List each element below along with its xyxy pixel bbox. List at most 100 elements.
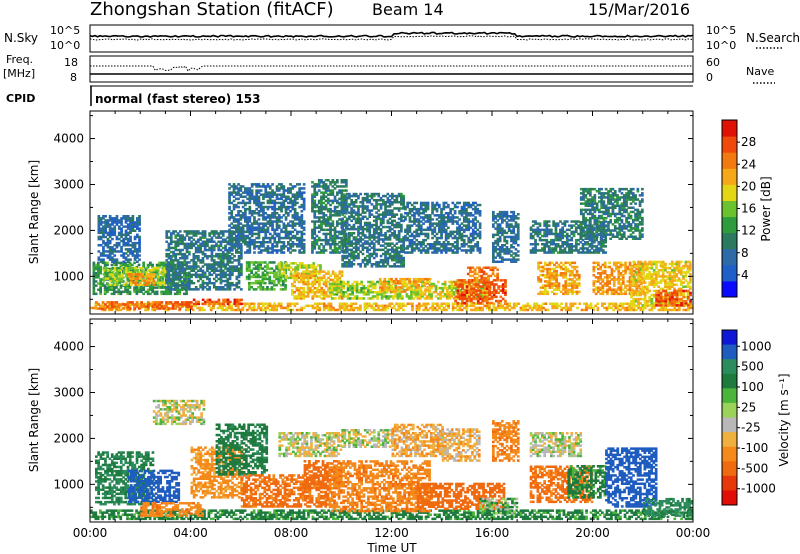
range-cell (233, 246, 236, 250)
range-cell (424, 205, 428, 209)
range-cell (394, 282, 398, 285)
range-cell (386, 205, 390, 208)
range-cell (370, 203, 374, 206)
range-cell (108, 256, 112, 259)
range-cell (388, 265, 392, 268)
range-cell (241, 201, 245, 205)
range-cell (413, 234, 416, 238)
range-cell (166, 308, 170, 312)
range-cell (241, 199, 245, 203)
range-cell (336, 214, 339, 217)
range-cell (280, 187, 283, 190)
range-cell (384, 258, 387, 262)
range-cell (346, 293, 350, 296)
range-cell (183, 276, 186, 279)
range-cell (172, 232, 175, 235)
range-cell (342, 234, 346, 238)
range-cell (231, 283, 234, 287)
range-cell (388, 201, 392, 204)
range-cell (650, 304, 654, 308)
range-cell (240, 263, 243, 266)
range-cell (108, 225, 112, 228)
range-cell (417, 226, 421, 229)
range-cell (372, 242, 376, 245)
range-cell (287, 268, 291, 271)
range-cell (337, 297, 341, 300)
range-cell (302, 293, 305, 296)
range-cell (415, 220, 419, 223)
range-cell (108, 217, 112, 220)
range-cell (271, 191, 274, 194)
range-cell (405, 295, 409, 298)
range-cell (139, 273, 142, 276)
range-cell (206, 244, 209, 248)
range-cell (138, 244, 141, 247)
range-cell (257, 212, 261, 215)
range-cell (226, 281, 230, 285)
range-cell (185, 279, 189, 283)
range-cell (106, 301, 109, 304)
range-cell (318, 272, 321, 275)
range-cell (228, 267, 232, 270)
range-cell (324, 220, 328, 223)
range-cell (368, 252, 372, 256)
range-cell (380, 293, 384, 296)
range-cell (201, 230, 205, 233)
range-cell (354, 246, 358, 249)
range-cell (133, 225, 137, 228)
range-cell (304, 295, 308, 298)
range-cell (255, 203, 258, 207)
range-cell (333, 284, 336, 288)
range-cell (255, 308, 258, 312)
range-cell (226, 230, 230, 233)
range-cell (402, 302, 405, 305)
range-cell (230, 185, 234, 188)
range-cell (391, 219, 394, 223)
range-cell (352, 306, 355, 310)
range-cell (410, 224, 414, 227)
range-cell (336, 212, 339, 215)
range-cell (393, 250, 396, 254)
range-cell (551, 306, 554, 310)
range-cell (374, 302, 378, 305)
range-cell (237, 224, 240, 227)
range-cell (318, 306, 322, 310)
range-cell (393, 230, 396, 233)
range-cell (287, 201, 290, 205)
range-cell (372, 308, 376, 312)
range-cell (284, 230, 288, 234)
range-cell (422, 232, 425, 236)
range-cell (392, 290, 396, 293)
range-cell (252, 304, 256, 308)
range-cell (219, 232, 223, 235)
range-cell (375, 219, 378, 223)
range-cell (262, 243, 265, 246)
range-cell (118, 271, 122, 274)
range-cell (163, 266, 167, 270)
range-cell (315, 183, 319, 186)
range-cell (354, 256, 358, 260)
range-cell (108, 248, 112, 251)
range-cell (340, 293, 343, 296)
range-cell (277, 216, 281, 219)
range-cell (262, 222, 265, 225)
range-cell (324, 295, 328, 298)
range-cell (291, 220, 295, 223)
range-cell (208, 255, 211, 258)
range-cell (370, 223, 374, 227)
range-cell (331, 238, 335, 242)
range-cell (203, 252, 207, 256)
range-cell (275, 234, 279, 238)
range-cell (381, 306, 385, 310)
range-cell (326, 220, 330, 223)
range-cell (302, 222, 306, 225)
range-cell (313, 278, 317, 282)
range-cell (239, 214, 243, 217)
range-cell (287, 230, 290, 234)
range-cell (393, 248, 396, 252)
range-cell (410, 214, 414, 217)
range-cell (154, 275, 158, 278)
range-cell (139, 275, 142, 278)
range-cell (232, 308, 236, 312)
range-cell (415, 286, 418, 289)
